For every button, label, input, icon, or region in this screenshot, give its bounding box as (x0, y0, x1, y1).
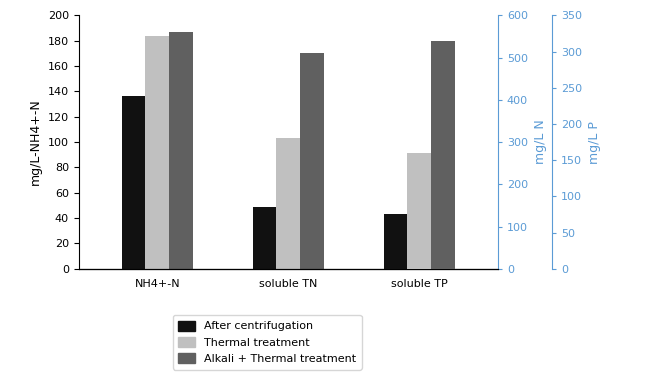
Bar (122, 96, 145, 269)
Bar (407, 153, 431, 269)
Y-axis label: mg/L-NH4+-N: mg/L-NH4+-N (29, 99, 42, 185)
Bar (253, 207, 276, 269)
Bar (300, 53, 324, 269)
Y-axis label: mg/L P: mg/L P (588, 121, 601, 164)
Bar (431, 41, 455, 269)
Bar (145, 36, 169, 269)
Legend: After centrifugation, Thermal treatment, Alkali + Thermal treatment: After centrifugation, Thermal treatment,… (173, 315, 362, 370)
Bar (276, 138, 300, 269)
Bar (169, 32, 193, 269)
Bar (384, 215, 407, 269)
Y-axis label: mg/L N: mg/L N (534, 120, 546, 164)
